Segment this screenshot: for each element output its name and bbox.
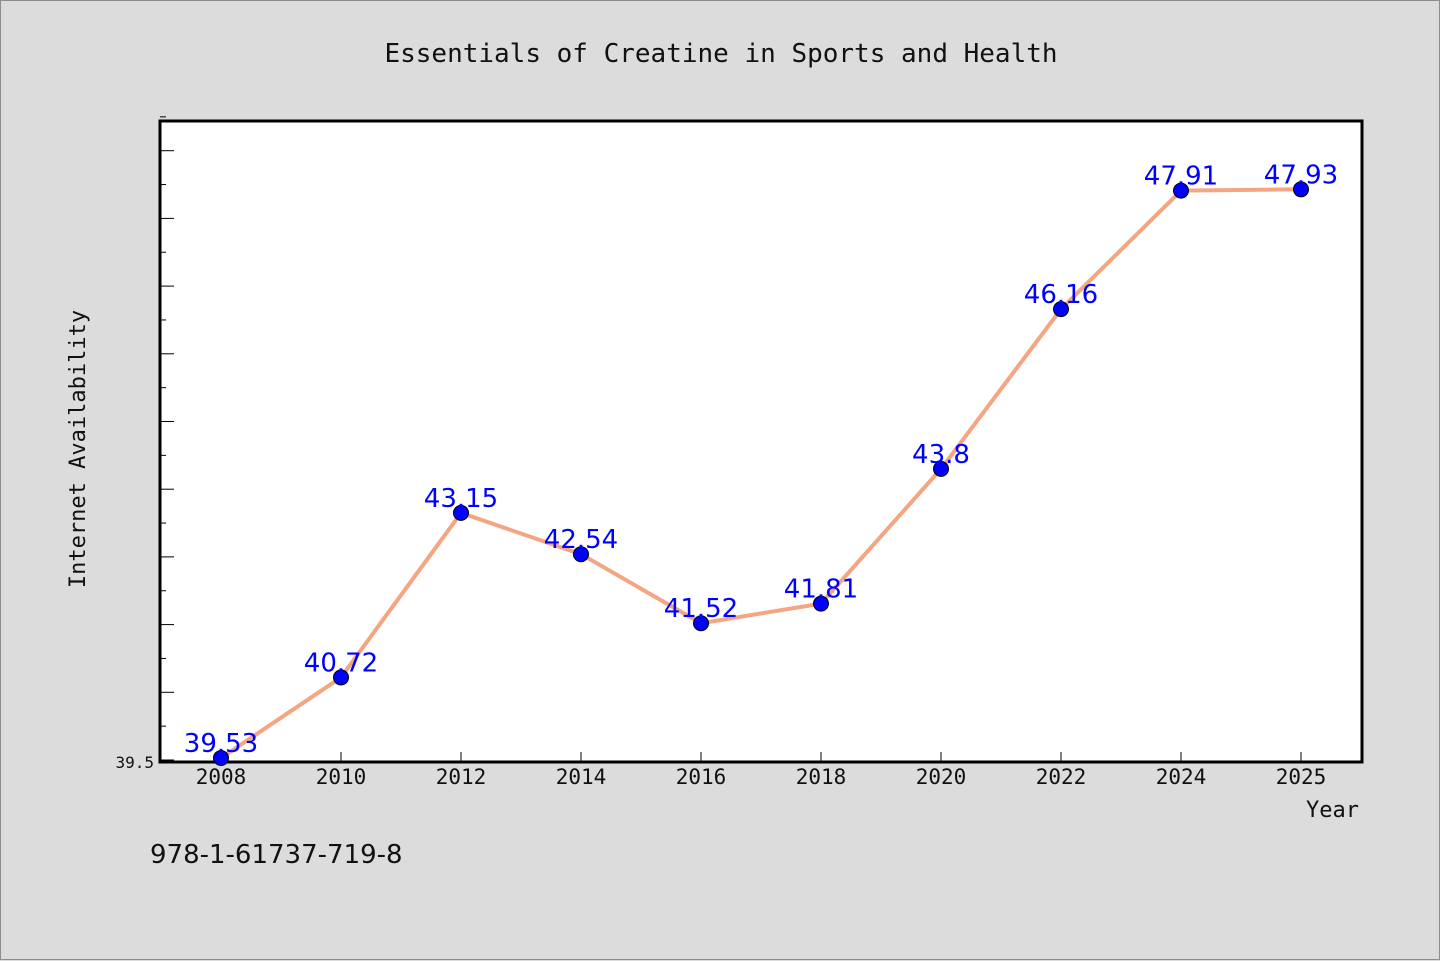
x-tick-label-2018: 2018	[796, 765, 847, 789]
data-label-2014: 42.54	[544, 525, 618, 555]
data-point-2022	[1053, 301, 1069, 318]
x-tick-label-2012: 2012	[436, 765, 487, 789]
series-line-group	[219, 187, 1303, 760]
chart-title: Essentials of Creatine in Sports and Hea…	[384, 39, 1057, 69]
data-labels: 39.53 40.72 43.15 42.54 41.52 41.81 43.8 46.16 4…	[184, 160, 1338, 759]
data-label-2020: 43.8	[912, 440, 970, 470]
x-tick-labels: 2008 2010 2012 2014 2016 2018 2020 2022 2024 2025	[196, 765, 1327, 789]
data-point-2010	[333, 669, 349, 686]
data-point-2020	[933, 460, 949, 477]
plot-area	[158, 119, 1364, 764]
data-point-2018	[813, 595, 829, 612]
data-label-2022: 46.16	[1024, 280, 1098, 310]
data-label-2025: 47.93	[1264, 160, 1338, 190]
data-point-2008	[213, 749, 229, 766]
x-tick-label-2020: 2020	[916, 765, 967, 789]
x-tick-label-2008: 2008	[196, 765, 247, 789]
data-point-2014	[573, 546, 589, 563]
data-point-2012	[453, 504, 469, 521]
data-label-2012: 43.15	[424, 484, 498, 514]
data-label-2010: 40.72	[304, 648, 378, 678]
data-point-2024	[1173, 182, 1189, 199]
x-tick-label-2016: 2016	[676, 765, 727, 789]
x-tick-label-2024: 2024	[1156, 765, 1207, 789]
y-axis-ticks	[160, 116, 174, 761]
y-axis-label: Internet Availability	[66, 310, 91, 588]
series-line	[219, 187, 1303, 760]
y-axis-min-label: 39.5	[115, 753, 154, 772]
data-label-2018: 41.81	[784, 575, 858, 605]
data-label-2008: 39.53	[184, 729, 258, 759]
x-axis-label: Year	[1306, 798, 1359, 823]
data-label-2016: 41.52	[664, 594, 738, 624]
data-points	[213, 181, 1309, 766]
x-tick-label-2010: 2010	[316, 765, 367, 789]
x-tick-label-2014: 2014	[556, 765, 607, 789]
data-point-2016	[693, 615, 709, 632]
x-tick-label-2025: 2025	[1276, 765, 1327, 789]
x-tick-label-2022: 2022	[1036, 765, 1087, 789]
isbn-footnote: 978-1-61737-719-8	[150, 840, 403, 870]
data-label-2024: 47.91	[1144, 162, 1218, 192]
data-point-2025	[1293, 181, 1309, 198]
